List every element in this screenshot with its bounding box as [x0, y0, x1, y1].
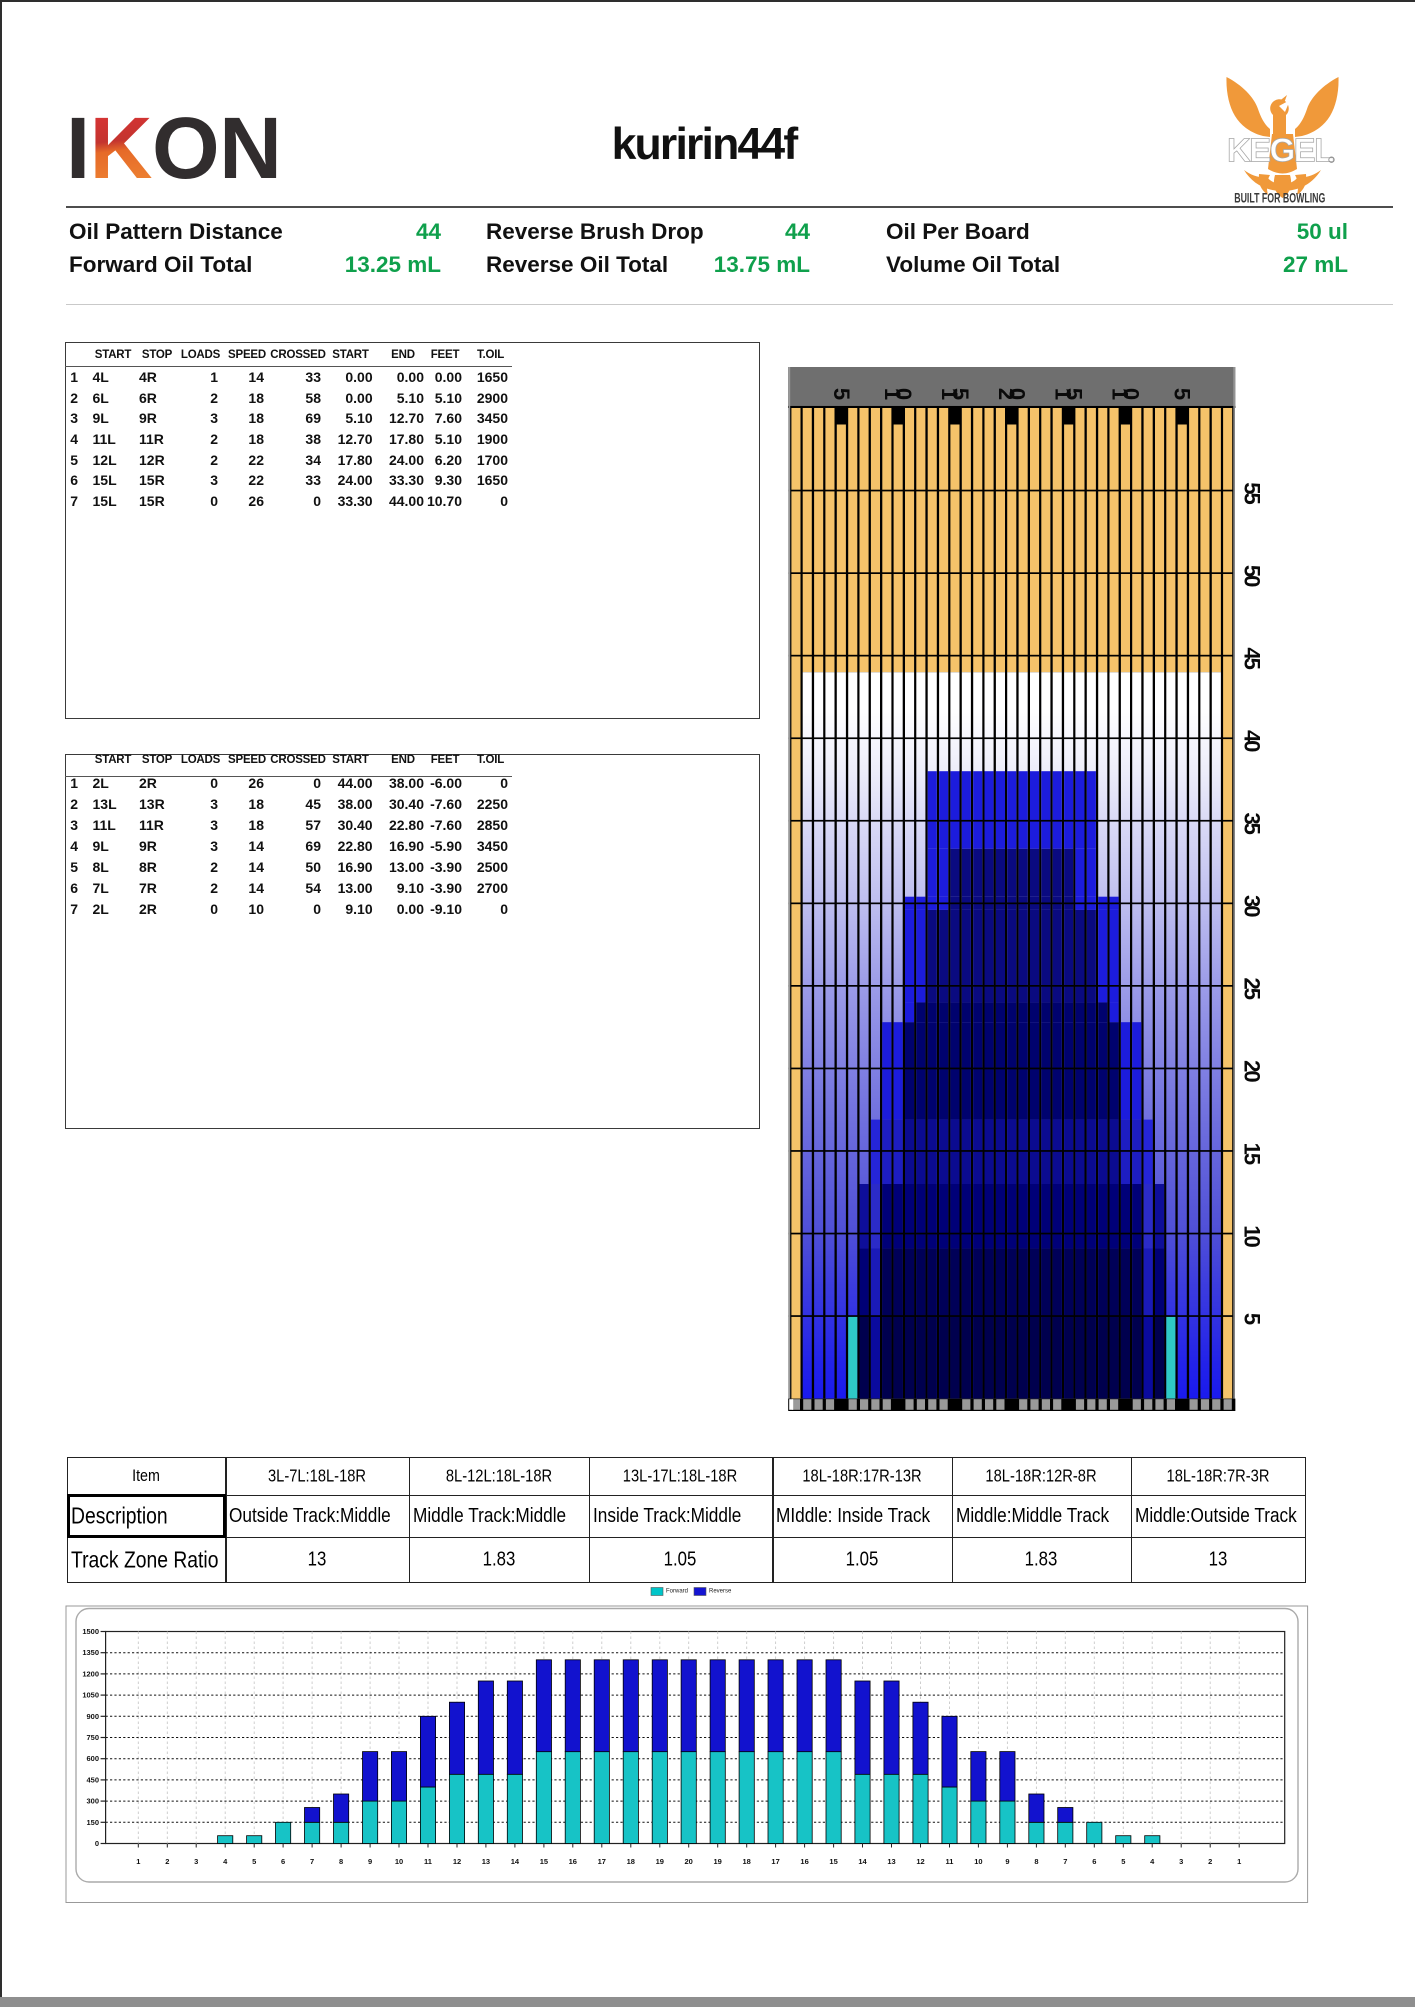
svg-text:16: 16 [569, 1857, 577, 1866]
svg-text:1500: 1500 [82, 1627, 99, 1636]
svg-text:11: 11 [424, 1857, 432, 1866]
svg-text:7: 7 [1063, 1857, 1067, 1866]
svg-text:0: 0 [1118, 388, 1143, 400]
svg-text:2: 2 [165, 1857, 169, 1866]
svg-text:0: 0 [1005, 388, 1030, 400]
svg-text:5: 5 [948, 388, 973, 400]
svg-text:450: 450 [86, 1775, 99, 1784]
svg-text:18: 18 [627, 1857, 635, 1866]
svg-text:3: 3 [194, 1857, 198, 1866]
svg-text:19: 19 [714, 1857, 722, 1866]
svg-text:15: 15 [1240, 1143, 1265, 1165]
svg-text:9: 9 [1005, 1857, 1009, 1866]
svg-text:40: 40 [1240, 730, 1265, 752]
svg-text:17: 17 [598, 1857, 606, 1866]
svg-text:14: 14 [511, 1857, 520, 1866]
svg-text:4: 4 [1150, 1857, 1155, 1866]
svg-text:30: 30 [1240, 895, 1265, 917]
svg-text:55: 55 [1240, 482, 1265, 504]
svg-text:5: 5 [252, 1857, 256, 1866]
svg-text:5: 5 [1062, 388, 1087, 400]
svg-text:7: 7 [310, 1857, 314, 1866]
svg-text:19: 19 [656, 1857, 664, 1866]
svg-text:8: 8 [339, 1857, 343, 1866]
svg-text:1: 1 [1237, 1857, 1241, 1866]
svg-text:20: 20 [685, 1857, 693, 1866]
svg-text:1: 1 [880, 388, 905, 400]
svg-text:45: 45 [1240, 647, 1265, 669]
svg-text:9: 9 [368, 1857, 372, 1866]
svg-text:600: 600 [86, 1754, 99, 1763]
svg-text:2: 2 [994, 388, 1019, 400]
svg-text:1: 1 [937, 388, 962, 400]
svg-text:1: 1 [136, 1857, 140, 1866]
svg-text:12: 12 [453, 1857, 461, 1866]
svg-text:16: 16 [800, 1857, 808, 1866]
svg-text:11: 11 [946, 1857, 954, 1866]
svg-text:1350: 1350 [82, 1648, 99, 1657]
svg-text:10: 10 [974, 1857, 982, 1866]
svg-text:750: 750 [86, 1733, 99, 1742]
svg-text:0: 0 [891, 388, 916, 400]
svg-text:300: 300 [86, 1797, 99, 1806]
svg-text:IKON: IKON [66, 106, 282, 196]
svg-text:150: 150 [86, 1818, 99, 1827]
svg-text:2: 2 [1208, 1857, 1212, 1866]
svg-text:0: 0 [95, 1839, 99, 1848]
svg-text:KEGEL: KEGEL [1227, 132, 1334, 169]
svg-text:15: 15 [540, 1857, 548, 1866]
svg-text:1: 1 [1108, 388, 1133, 400]
svg-text:13: 13 [482, 1857, 490, 1866]
svg-text:10: 10 [1240, 1225, 1265, 1247]
svg-text:Reverse: Reverse [709, 1589, 732, 1595]
svg-text:13: 13 [887, 1857, 895, 1866]
svg-text:6: 6 [1092, 1857, 1096, 1866]
svg-text:50: 50 [1240, 565, 1265, 587]
svg-text:BUILT FOR BOWLING: BUILT FOR BOWLING [1234, 189, 1325, 206]
svg-text:15: 15 [829, 1857, 837, 1866]
svg-text:18: 18 [743, 1857, 751, 1866]
svg-text:6: 6 [281, 1857, 285, 1866]
svg-text:5: 5 [1121, 1857, 1125, 1866]
svg-text:4: 4 [223, 1857, 228, 1866]
svg-text:Forward: Forward [666, 1589, 688, 1595]
svg-text:35: 35 [1240, 812, 1265, 834]
svg-text:17: 17 [771, 1857, 779, 1866]
svg-text:1200: 1200 [82, 1669, 99, 1678]
svg-text:14: 14 [858, 1857, 867, 1866]
svg-text:8: 8 [1034, 1857, 1038, 1866]
svg-text:3: 3 [1179, 1857, 1183, 1866]
svg-text:12: 12 [916, 1857, 924, 1866]
svg-text:5: 5 [1170, 388, 1195, 400]
svg-text:10: 10 [395, 1857, 403, 1866]
svg-text:900: 900 [86, 1712, 99, 1721]
svg-text:1050: 1050 [82, 1691, 99, 1700]
svg-text:20: 20 [1240, 1060, 1265, 1082]
svg-text:1: 1 [1051, 388, 1076, 400]
svg-text:5: 5 [829, 388, 854, 400]
svg-text:25: 25 [1240, 978, 1265, 1000]
svg-text:5: 5 [1240, 1313, 1265, 1325]
